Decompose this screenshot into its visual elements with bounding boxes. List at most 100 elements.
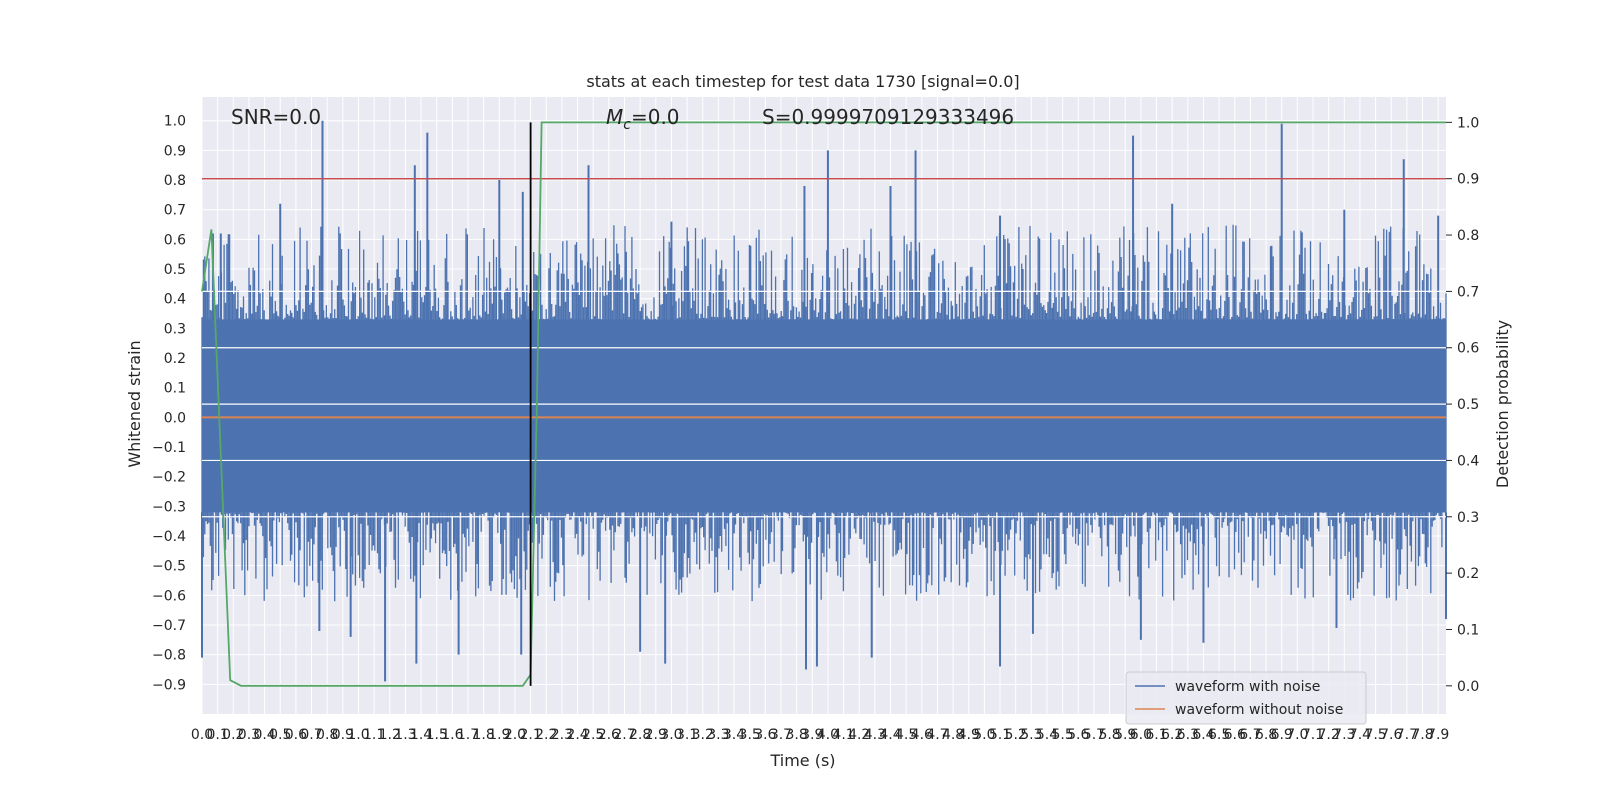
y-tick-label: −0.7 bbox=[152, 618, 186, 634]
y-tick-label: −0.9 bbox=[152, 677, 186, 693]
x-axis-label: Time (s) bbox=[769, 751, 835, 770]
noise-trace bbox=[201, 224, 1447, 602]
x-tick-label: 1.3 bbox=[394, 727, 416, 743]
x-tick-label: 7.6 bbox=[1380, 727, 1402, 743]
x-tick-label: 0.2 bbox=[222, 727, 244, 743]
x-tick-label: 5.7 bbox=[1083, 727, 1105, 743]
s-annotation: S=0.9999709129333496 bbox=[762, 105, 1014, 129]
y-tick-label: −0.8 bbox=[152, 648, 186, 664]
x-tick-label: 6.0 bbox=[1130, 727, 1152, 743]
x-tick-label: 4.3 bbox=[864, 727, 886, 743]
x-tick-label: 1.2 bbox=[379, 727, 401, 743]
y2-tick-label: 0.0 bbox=[1457, 679, 1479, 695]
y2-tick-label: 0.8 bbox=[1457, 228, 1479, 244]
x-tick-label: 6.8 bbox=[1255, 727, 1277, 743]
x-tick-label: 5.2 bbox=[1005, 727, 1027, 743]
x-tick-label: 7.9 bbox=[1427, 727, 1449, 743]
x-tick-label: 3.5 bbox=[739, 727, 761, 743]
y-axis-label: Whitened strain bbox=[125, 340, 144, 467]
x-tick-label: 3.6 bbox=[754, 727, 776, 743]
x-tick-label: 1.1 bbox=[363, 727, 385, 743]
x-tick-label: 6.1 bbox=[1145, 727, 1167, 743]
x-tick-label: 3.1 bbox=[676, 727, 698, 743]
y-tick-label: −0.5 bbox=[152, 559, 186, 575]
x-tick-label: 2.3 bbox=[551, 727, 573, 743]
y-tick-label: −0.3 bbox=[152, 499, 186, 515]
y2-tick-label: 1.0 bbox=[1457, 115, 1479, 131]
x-tick-label: 1.7 bbox=[457, 727, 479, 743]
x-tick-label: 1.9 bbox=[488, 727, 510, 743]
x-tick-label: 1.0 bbox=[347, 727, 369, 743]
x-tick-label: 4.1 bbox=[832, 727, 854, 743]
x-tick-label: 3.0 bbox=[660, 727, 682, 743]
x-tick-label: 7.1 bbox=[1302, 727, 1324, 743]
x-tick-label: 1.5 bbox=[426, 727, 448, 743]
x-tick-label: 6.5 bbox=[1208, 727, 1230, 743]
x-tick-label: 3.9 bbox=[801, 727, 823, 743]
y-tick-label: 0.3 bbox=[164, 321, 186, 337]
x-tick-label: 2.1 bbox=[519, 727, 541, 743]
x-tick-label: 7.8 bbox=[1411, 727, 1433, 743]
y-tick-label: 0.6 bbox=[164, 232, 186, 248]
x-tick-label: 4.0 bbox=[817, 727, 839, 743]
y2-tick-label: 0.5 bbox=[1457, 397, 1479, 413]
x-tick-label: 0.7 bbox=[300, 727, 322, 743]
x-tick-label: 2.8 bbox=[629, 727, 651, 743]
x-tick-label: 3.4 bbox=[723, 727, 745, 743]
y-tick-label: 0.0 bbox=[164, 410, 186, 426]
x-tick-label: 6.7 bbox=[1239, 727, 1261, 743]
x-tick-label: 7.7 bbox=[1396, 727, 1418, 743]
x-tick-label: 7.0 bbox=[1286, 727, 1308, 743]
y-tick-label: 0.2 bbox=[164, 351, 186, 367]
y2-tick-label: 0.9 bbox=[1457, 172, 1479, 188]
y-tick-label: −0.1 bbox=[152, 440, 186, 456]
y2-tick-label: 0.3 bbox=[1457, 510, 1479, 526]
x-tick-label: 5.1 bbox=[989, 727, 1011, 743]
y-tick-label: 0.7 bbox=[164, 203, 186, 219]
x-tick-label: 3.2 bbox=[692, 727, 714, 743]
legend-label-noise: waveform with noise bbox=[1175, 679, 1320, 695]
y2-tick-label: 0.2 bbox=[1457, 566, 1479, 582]
x-tick-label: 0.8 bbox=[316, 727, 338, 743]
x-tick-label: 7.3 bbox=[1333, 727, 1355, 743]
x-tick-label: 2.0 bbox=[504, 727, 526, 743]
x-tick-label: 6.4 bbox=[1192, 727, 1214, 743]
x-tick-label: 5.5 bbox=[1051, 727, 1073, 743]
snr-annotation: SNR=0.0 bbox=[231, 105, 321, 129]
y-tick-label: 0.1 bbox=[164, 381, 186, 397]
y-tick-label: −0.6 bbox=[152, 588, 186, 604]
x-tick-label: 0.1 bbox=[207, 727, 229, 743]
legend-label-clean: waveform without noise bbox=[1175, 702, 1343, 718]
x-tick-label: 5.8 bbox=[1098, 727, 1120, 743]
y-tick-label: 0.4 bbox=[164, 292, 186, 308]
x-tick-label: 4.6 bbox=[911, 727, 933, 743]
x-tick-label: 5.9 bbox=[1114, 727, 1136, 743]
y2-tick-label: 0.6 bbox=[1457, 341, 1479, 357]
x-tick-label: 6.9 bbox=[1271, 727, 1293, 743]
y-tick-label: 0.5 bbox=[164, 262, 186, 278]
x-tick-label: 7.5 bbox=[1364, 727, 1386, 743]
x-tick-label: 2.5 bbox=[582, 727, 604, 743]
x-tick-label: 3.8 bbox=[785, 727, 807, 743]
x-tick-label: 6.2 bbox=[1161, 727, 1183, 743]
x-tick-label: 1.4 bbox=[410, 727, 432, 743]
x-tick-label: 4.5 bbox=[895, 727, 917, 743]
x-tick-label: 0.9 bbox=[332, 727, 354, 743]
x-tick-label: 2.4 bbox=[566, 727, 588, 743]
series-detection-probability bbox=[201, 121, 1446, 687]
x-tick-label: 5.4 bbox=[1036, 727, 1058, 743]
y2-tick-label: 0.7 bbox=[1457, 284, 1479, 300]
x-tick-label: 0.5 bbox=[269, 727, 291, 743]
x-tick-label: 4.4 bbox=[879, 727, 901, 743]
series-waveform-with-noise bbox=[201, 120, 1447, 682]
y-tick-label: −0.4 bbox=[152, 529, 186, 545]
y2-tick-label: 0.1 bbox=[1457, 622, 1479, 638]
x-tick-label: 7.4 bbox=[1349, 727, 1371, 743]
x-tick-label: 0.4 bbox=[253, 727, 275, 743]
y-tick-label: 0.8 bbox=[164, 173, 186, 189]
x-tick-label: 4.9 bbox=[958, 727, 980, 743]
x-tick-label: 0.3 bbox=[238, 727, 260, 743]
x-tick-label: 4.8 bbox=[942, 727, 964, 743]
x-tick-label: 5.0 bbox=[973, 727, 995, 743]
